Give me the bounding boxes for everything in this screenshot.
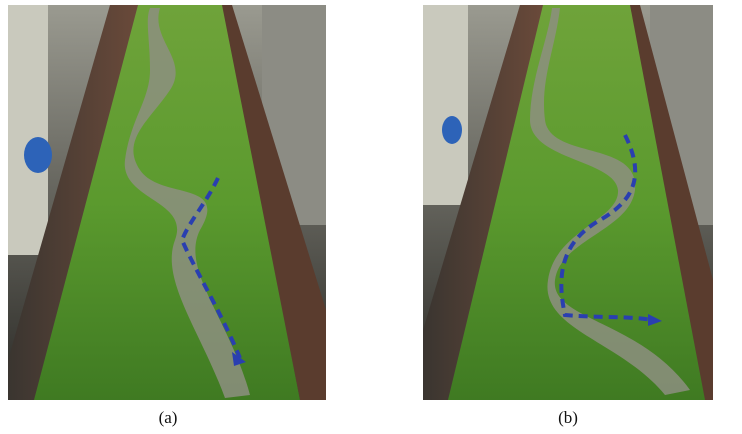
panel-label: (a) [159,408,178,427]
wall-panel [8,5,48,255]
photo-a [8,5,326,400]
figure: (a) (b) [0,0,742,434]
photo-b [423,5,713,400]
barrel [442,116,462,144]
panel-label: (b) [558,408,578,427]
barrel [24,137,52,173]
wall-panel [423,5,468,205]
